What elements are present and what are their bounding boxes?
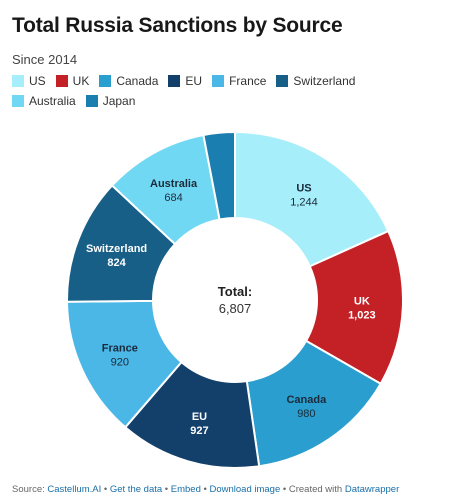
legend-swatch xyxy=(212,75,225,87)
legend-label: UK xyxy=(72,74,90,88)
center-total-value: 6,807 xyxy=(219,301,252,316)
slice-label-eu: EU xyxy=(192,411,207,423)
slice-label-us: US xyxy=(296,182,311,194)
slice-value-us: 1,244 xyxy=(290,196,318,208)
legend-item-switzerland: Switzerland xyxy=(276,73,355,89)
center-total-label: Total: xyxy=(218,284,252,299)
slice-label-france: France xyxy=(102,343,138,355)
slice-label-canada: Canada xyxy=(286,394,327,406)
legend-swatch xyxy=(55,75,68,87)
legend-swatch xyxy=(85,95,98,107)
slice-value-uk: 1,023 xyxy=(348,309,376,321)
chart-subtitle: Since 2014 xyxy=(12,52,78,67)
slice-canada xyxy=(245,339,383,468)
get-data-link[interactable]: Get the data xyxy=(109,484,163,495)
source-link[interactable]: Castellum.AI xyxy=(47,484,102,495)
download-image-link[interactable]: Download image xyxy=(209,484,281,495)
footer-separator: • xyxy=(282,484,287,495)
legend-swatch xyxy=(276,75,289,87)
created-with-text: Created with xyxy=(288,484,343,495)
slice-value-switzerland: 824 xyxy=(107,257,126,269)
chart-footer: Source: Castellum.AI • Get the data • Em… xyxy=(12,484,399,495)
legend-swatch xyxy=(99,75,112,87)
legend-item-uk: UK xyxy=(55,73,90,89)
footer-separator: • xyxy=(203,484,207,495)
legend-item-australia: Australia xyxy=(12,93,76,109)
legend-swatch xyxy=(168,75,181,87)
legend-label: US xyxy=(29,74,46,88)
chart-legend: US UK Canada EU France Switzerland Australia Ja… xyxy=(12,73,422,109)
slice-japan xyxy=(202,130,236,221)
datawrapper-link[interactable]: Datawrapper xyxy=(344,484,400,495)
legend-label: Canada xyxy=(116,74,159,88)
footer-separator: • xyxy=(103,484,108,495)
legend-item-eu: EU xyxy=(168,73,202,89)
slice-label-australia: Australia xyxy=(150,178,198,190)
embed-link[interactable]: Embed xyxy=(170,484,201,495)
slice-value-australia: 684 xyxy=(164,192,182,204)
slice-value-eu: 927 xyxy=(190,425,208,437)
footer-separator: • xyxy=(164,484,169,495)
slice-label-uk: UK xyxy=(354,295,370,307)
legend-item-japan: Japan xyxy=(85,93,136,109)
legend-item-us: US xyxy=(12,73,46,89)
slice-value-canada: 980 xyxy=(297,408,315,420)
source-label: Source: xyxy=(12,484,45,495)
slice-us xyxy=(234,130,390,268)
legend-item-france: France xyxy=(212,73,266,89)
legend-item-canada: Canada xyxy=(99,73,158,89)
legend-label: Australia xyxy=(29,94,76,108)
legend-swatch xyxy=(12,95,24,107)
slice-value-france: 920 xyxy=(111,357,129,369)
legend-label: EU xyxy=(185,74,203,88)
legend-label: Japan xyxy=(102,94,136,108)
legend-swatch xyxy=(12,75,24,87)
legend-label: Switzerland xyxy=(293,74,356,88)
legend-label: France xyxy=(229,74,267,88)
slice-label-switzerland: Switzerland xyxy=(86,243,147,255)
chart-title: Total Russia Sanctions by Source xyxy=(12,14,343,37)
